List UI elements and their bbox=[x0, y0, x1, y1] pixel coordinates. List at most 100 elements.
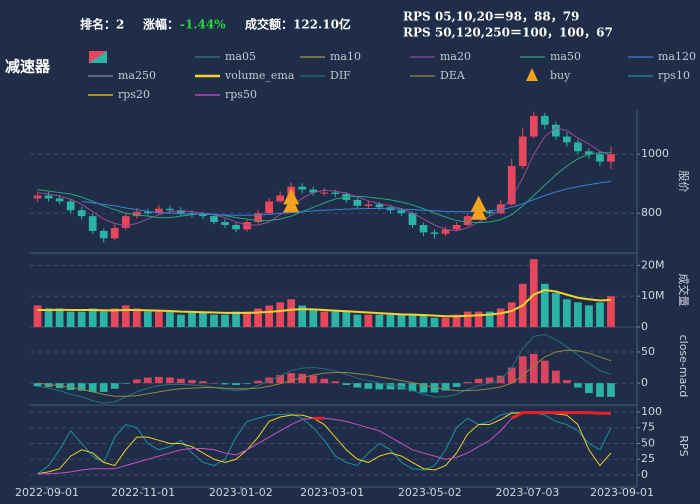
bar bbox=[364, 383, 373, 389]
candle-body bbox=[585, 151, 593, 155]
candle-body bbox=[199, 214, 207, 217]
bar bbox=[66, 311, 75, 327]
bar bbox=[452, 314, 461, 327]
candle-body bbox=[77, 210, 86, 217]
bar bbox=[221, 383, 229, 385]
candle-body bbox=[551, 124, 560, 137]
bar bbox=[77, 383, 86, 391]
line bbox=[37, 333, 612, 404]
bar bbox=[55, 308, 64, 327]
y-tick-label: 0 bbox=[641, 468, 648, 481]
x-tick-label: 2023-03-01 bbox=[300, 486, 364, 499]
bar bbox=[110, 308, 119, 327]
bar bbox=[309, 375, 318, 384]
bar bbox=[110, 383, 119, 389]
bar bbox=[430, 317, 439, 327]
bar bbox=[88, 383, 97, 392]
bar bbox=[353, 314, 362, 327]
bar bbox=[66, 383, 75, 391]
bar bbox=[518, 356, 527, 384]
bar bbox=[298, 373, 307, 384]
bar bbox=[529, 353, 538, 384]
candle-body bbox=[507, 166, 516, 205]
candle-body bbox=[364, 204, 373, 206]
bar bbox=[452, 383, 461, 387]
bar bbox=[408, 383, 417, 392]
y-axis-label: 成交量 bbox=[677, 274, 691, 307]
bar bbox=[397, 314, 406, 327]
panel: 0 50 close-macd bbox=[30, 327, 690, 406]
candle-legend-icon bbox=[89, 51, 107, 63]
bar bbox=[563, 380, 571, 384]
bar bbox=[419, 383, 428, 393]
candle-body bbox=[574, 142, 582, 152]
bar bbox=[474, 311, 483, 327]
candle-body bbox=[419, 224, 428, 233]
bar bbox=[386, 314, 395, 327]
bar bbox=[474, 378, 483, 384]
legend-icon bbox=[89, 51, 107, 63]
bar bbox=[210, 383, 218, 384]
bar bbox=[166, 311, 174, 327]
bar bbox=[188, 311, 196, 327]
legend-label: rps10 bbox=[658, 69, 690, 82]
legend-label: rps20 bbox=[118, 88, 150, 101]
y-axis-label: RPS bbox=[677, 435, 690, 456]
bar bbox=[540, 360, 549, 384]
legend-icon bbox=[526, 68, 538, 81]
bar bbox=[121, 305, 130, 327]
legend-label: ma20 bbox=[440, 50, 471, 63]
bar bbox=[441, 317, 450, 327]
bar bbox=[342, 311, 351, 327]
line bbox=[37, 127, 612, 232]
bar bbox=[265, 305, 273, 327]
bar bbox=[33, 383, 42, 387]
candle-body bbox=[276, 195, 285, 202]
candle-body bbox=[121, 216, 130, 228]
y-axis-label: 股价 bbox=[677, 171, 690, 193]
bar bbox=[121, 383, 130, 384]
bar bbox=[331, 311, 340, 327]
bar bbox=[276, 375, 285, 384]
x-tick-label: 2022-11-01 bbox=[111, 486, 175, 499]
bar bbox=[585, 305, 593, 327]
bar bbox=[342, 383, 351, 386]
x-tick-label: 2023-05-02 bbox=[398, 486, 462, 499]
bar bbox=[77, 311, 86, 327]
candle-body bbox=[221, 222, 229, 225]
candle-body bbox=[408, 213, 417, 225]
candle-body bbox=[298, 186, 307, 190]
bar bbox=[507, 302, 516, 327]
bar bbox=[155, 311, 163, 327]
candle-body bbox=[540, 115, 549, 125]
bar bbox=[375, 383, 384, 390]
bar bbox=[574, 383, 582, 388]
bar bbox=[199, 381, 207, 384]
legend-label: DIF bbox=[330, 69, 351, 82]
candle-body bbox=[143, 211, 152, 214]
bar bbox=[287, 299, 296, 327]
bar bbox=[199, 311, 207, 327]
legend-label: buy bbox=[550, 69, 571, 82]
bar bbox=[463, 381, 472, 384]
bar bbox=[177, 314, 185, 327]
bar bbox=[232, 383, 240, 386]
panel: 0 25 50 75 100 RPS bbox=[30, 405, 690, 488]
bar bbox=[540, 283, 549, 327]
x-tick-label: 2023-07-03 bbox=[496, 486, 560, 499]
line bbox=[81, 180, 612, 216]
candle-body bbox=[55, 198, 64, 202]
legend-label: ma120 bbox=[658, 50, 696, 63]
candle-body bbox=[375, 204, 384, 208]
bar bbox=[44, 383, 53, 387]
y-axis-label: close-macd bbox=[677, 335, 690, 398]
bar bbox=[353, 383, 362, 388]
candle-body bbox=[232, 224, 240, 230]
y-tick-label: 25 bbox=[641, 452, 655, 465]
y-tick-label: 100 bbox=[641, 405, 662, 418]
bar bbox=[441, 383, 450, 391]
bar bbox=[419, 314, 428, 327]
turnover: 成交额：122.10亿 bbox=[245, 17, 351, 32]
